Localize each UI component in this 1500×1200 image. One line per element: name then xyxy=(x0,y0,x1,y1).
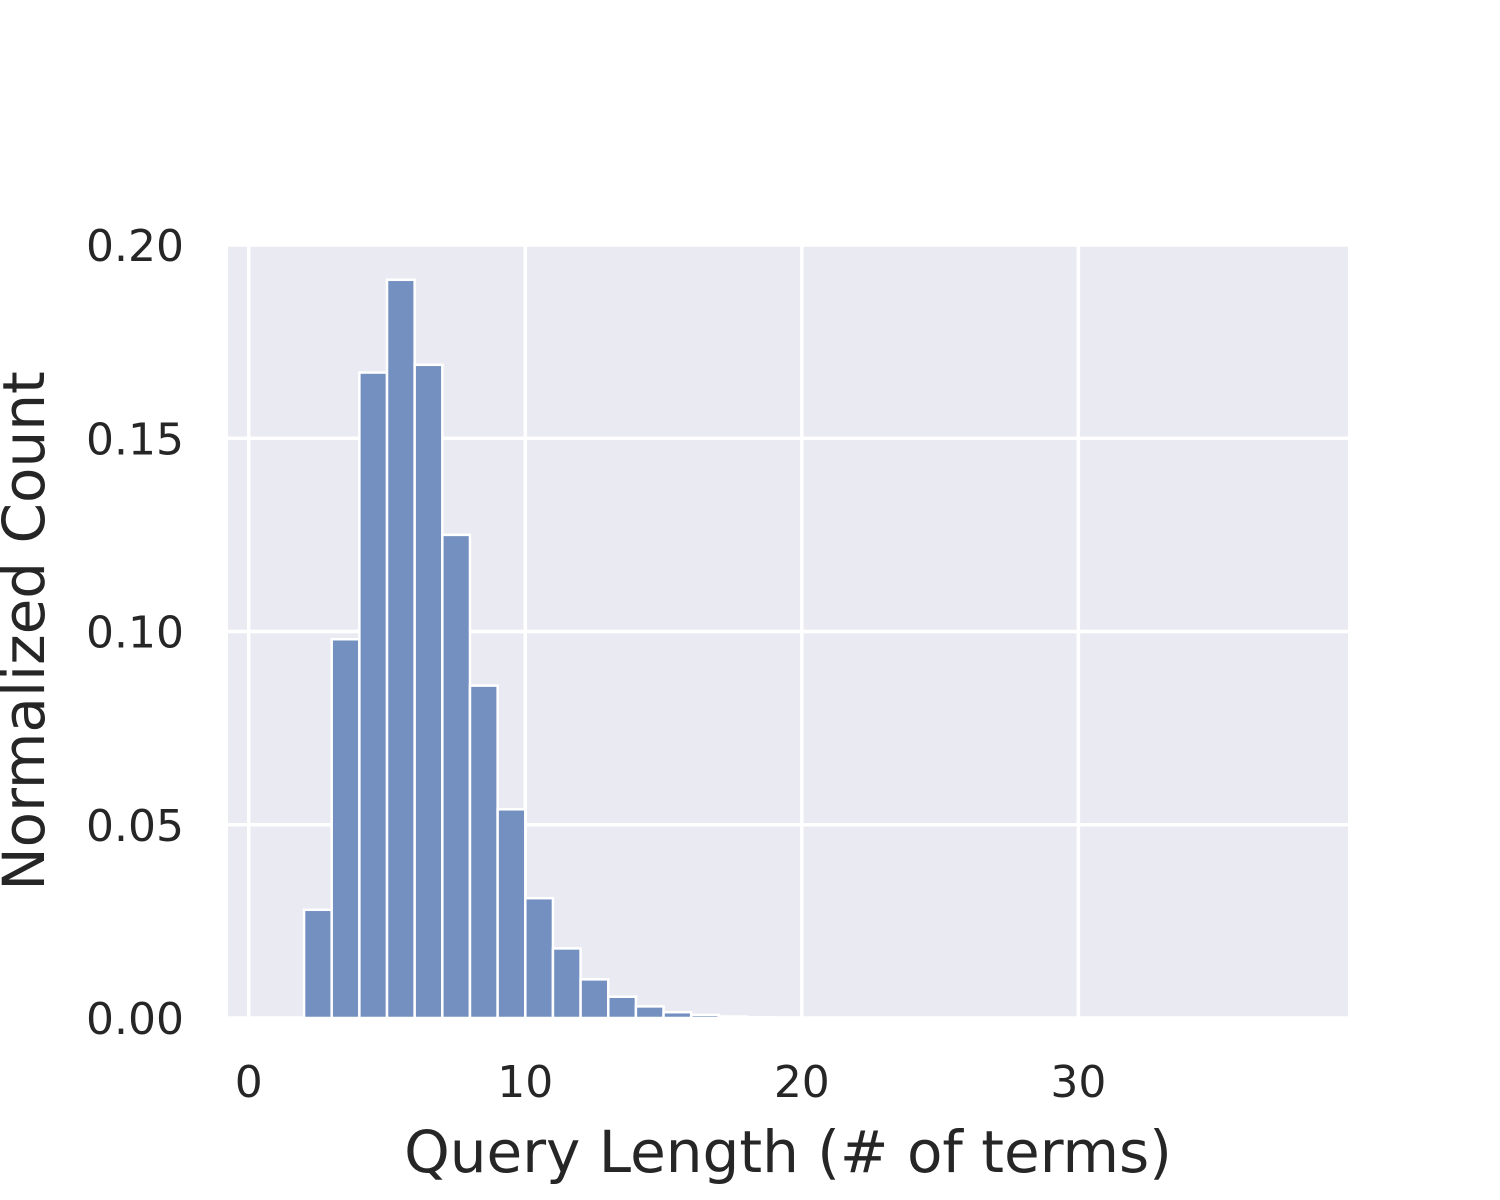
histogram-bar xyxy=(579,978,610,1020)
y-tick-labels: 0.00 0.05 0.10 0.15 0.20 xyxy=(86,221,184,1045)
histogram-bar xyxy=(441,533,472,1020)
histogram-bar xyxy=(717,1015,748,1020)
histogram-bar xyxy=(689,1013,721,1020)
histogram-bar xyxy=(496,808,527,1020)
histogram-bar xyxy=(358,371,389,1020)
y-tick-label: 0.00 xyxy=(86,994,184,1045)
x-axis-label: Query Length (# of terms) xyxy=(404,1118,1172,1186)
x-tick-label: 30 xyxy=(1050,1057,1106,1108)
y-tick-label: 0.10 xyxy=(86,608,184,659)
y-tick-label: 0.20 xyxy=(86,221,184,272)
histogram-bar xyxy=(662,1010,693,1020)
histogram-bar xyxy=(524,896,555,1020)
x-tick-label: 0 xyxy=(235,1057,263,1108)
histogram-bar xyxy=(413,363,444,1020)
x-tick-label: 10 xyxy=(497,1057,553,1108)
histogram-bar xyxy=(302,908,333,1020)
x-tick-label: 20 xyxy=(774,1057,830,1108)
histogram-bar xyxy=(634,1005,665,1020)
y-tick-label: 0.05 xyxy=(86,801,184,852)
histogram-bars xyxy=(302,278,804,1020)
y-tick-label: 0.15 xyxy=(86,414,184,465)
histogram-bar xyxy=(385,278,416,1020)
y-axis-label: Normalized Count xyxy=(0,371,58,891)
histogram-bar xyxy=(468,684,499,1020)
histogram-bar xyxy=(330,637,361,1020)
x-tick-labels: 0 10 20 30 xyxy=(235,1057,1107,1108)
histogram-bar xyxy=(606,995,638,1020)
histogram-bar xyxy=(551,947,582,1020)
histogram-bar xyxy=(745,1015,776,1020)
